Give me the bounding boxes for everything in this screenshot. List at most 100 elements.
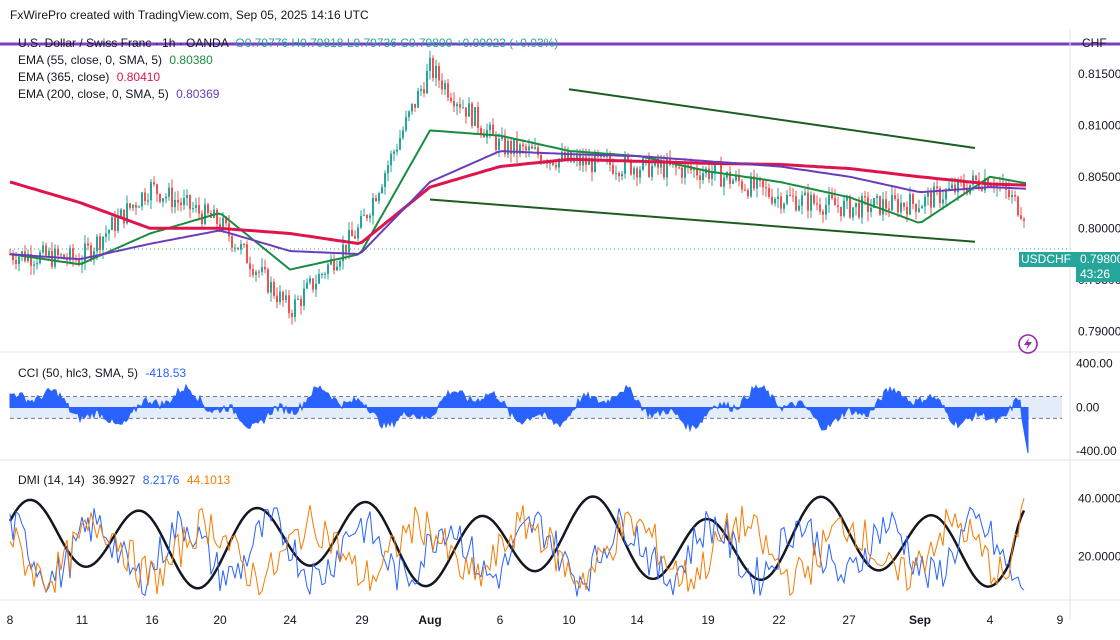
candle-body xyxy=(312,278,314,290)
candle-body xyxy=(882,199,884,215)
plus-di-line[interactable] xyxy=(9,506,1025,597)
time-axis-tick: 6 xyxy=(497,613,504,627)
cci-legend[interactable]: CCI (50, hlc3, SMA, 5) -418.53 xyxy=(18,366,186,380)
candle-body xyxy=(474,106,476,126)
legend-ema55-value: 0.80380 xyxy=(169,53,213,67)
candle-body xyxy=(1011,194,1013,198)
candle-body xyxy=(468,103,470,117)
candle-body xyxy=(471,103,473,126)
candle-body xyxy=(630,159,632,175)
ema200-line[interactable] xyxy=(9,150,1027,261)
candle-body xyxy=(558,158,560,168)
candle-body xyxy=(879,195,881,215)
candle-body xyxy=(774,198,776,204)
candle-body xyxy=(660,162,662,168)
candle-body xyxy=(174,200,176,208)
ema55-line[interactable] xyxy=(9,129,1027,271)
ema365-line[interactable] xyxy=(9,157,1027,246)
cci-area[interactable] xyxy=(9,383,1029,454)
candle-body xyxy=(663,162,665,178)
candle-body xyxy=(642,158,644,170)
candle-body xyxy=(219,224,221,230)
candle-body xyxy=(780,196,782,209)
legend-ema200[interactable]: EMA (200, close, 0, SMA, 5) 0.80369 xyxy=(18,87,219,101)
candle-body xyxy=(231,236,233,248)
candle-body xyxy=(303,288,305,306)
candle-body xyxy=(975,175,977,180)
legend-ema365[interactable]: EMA (365, close) 0.80410 xyxy=(18,70,160,84)
candle-body xyxy=(300,298,302,306)
candle-body xyxy=(375,197,377,202)
candle-body xyxy=(282,291,284,301)
candle-body xyxy=(168,187,170,197)
candle-body xyxy=(120,209,122,217)
candle-body xyxy=(744,189,746,191)
candle-body xyxy=(72,248,74,259)
candle-body xyxy=(996,183,998,189)
candle-body xyxy=(414,103,416,108)
candle-body xyxy=(501,135,503,139)
candle-body xyxy=(366,215,368,219)
candle-body xyxy=(204,204,206,225)
candle-body xyxy=(807,192,809,211)
candle-body xyxy=(855,202,857,208)
candle-body xyxy=(162,198,164,202)
candle-body xyxy=(90,245,92,259)
candle-body xyxy=(198,205,200,214)
candle-body xyxy=(135,204,137,208)
candle-body xyxy=(438,66,440,81)
candle-body xyxy=(408,111,410,118)
adx-line[interactable] xyxy=(8,495,1026,590)
trendline-lower[interactable] xyxy=(429,198,976,243)
candle-body xyxy=(363,215,365,217)
time-axis-tick: 19 xyxy=(701,613,715,627)
time-axis-tick: 24 xyxy=(283,613,297,627)
time-axis-tick: 11 xyxy=(76,613,89,627)
dmi-pane xyxy=(8,495,1026,597)
candle-body xyxy=(1023,218,1025,221)
time-axis-tick: Sep xyxy=(909,613,931,627)
candle-body xyxy=(921,206,923,209)
legend-ema55[interactable]: EMA (55, close, 0, SMA, 5) 0.80380 xyxy=(18,53,213,67)
candle-body xyxy=(294,299,296,317)
candle-body xyxy=(513,138,515,155)
candle-body xyxy=(711,173,713,180)
candle-body xyxy=(687,165,689,167)
candle-body xyxy=(519,144,521,154)
candle-body xyxy=(207,204,209,213)
candle-body xyxy=(273,281,275,296)
time-axis-tick: 14 xyxy=(630,613,644,627)
candle-body xyxy=(897,198,899,213)
symbol-legend[interactable]: U.S. Dollar / Swiss Franc · 1h · OANDA O… xyxy=(18,36,558,50)
ohlc-values: O0.79776 H0.79818 L0.79736 C0.79800 +0.0… xyxy=(235,36,559,50)
candle-body xyxy=(504,135,506,155)
candle-body xyxy=(69,248,71,261)
minus-di-line[interactable] xyxy=(9,498,1025,597)
dmi-legend-adx: 36.9927 xyxy=(92,473,136,487)
candle-body xyxy=(591,158,593,173)
candle-body xyxy=(60,254,62,256)
candle-body xyxy=(402,130,404,138)
dmi-legend[interactable]: DMI (14, 14) 36.9927 8.2176 44.1013 xyxy=(18,473,230,487)
candle-body xyxy=(480,127,482,134)
candle-body xyxy=(765,187,767,189)
candle-body xyxy=(420,89,422,91)
candle-body xyxy=(831,194,833,199)
candle-body xyxy=(387,165,389,174)
candle-body xyxy=(942,199,944,204)
candle-body xyxy=(699,175,701,181)
candle-body xyxy=(594,152,596,173)
candle-body xyxy=(783,203,785,209)
candle-body xyxy=(858,202,860,218)
dmi-legend-plus-di: 8.2176 xyxy=(142,473,180,487)
trendline-upper[interactable] xyxy=(568,88,976,149)
candle-body xyxy=(36,263,38,265)
candle-body xyxy=(315,283,317,290)
candle-body xyxy=(735,175,737,181)
candle-body xyxy=(915,203,917,212)
flash-event-icon[interactable] xyxy=(1017,333,1039,355)
candle-body xyxy=(114,217,116,232)
candle-body xyxy=(756,177,758,189)
candle-body xyxy=(651,165,653,177)
